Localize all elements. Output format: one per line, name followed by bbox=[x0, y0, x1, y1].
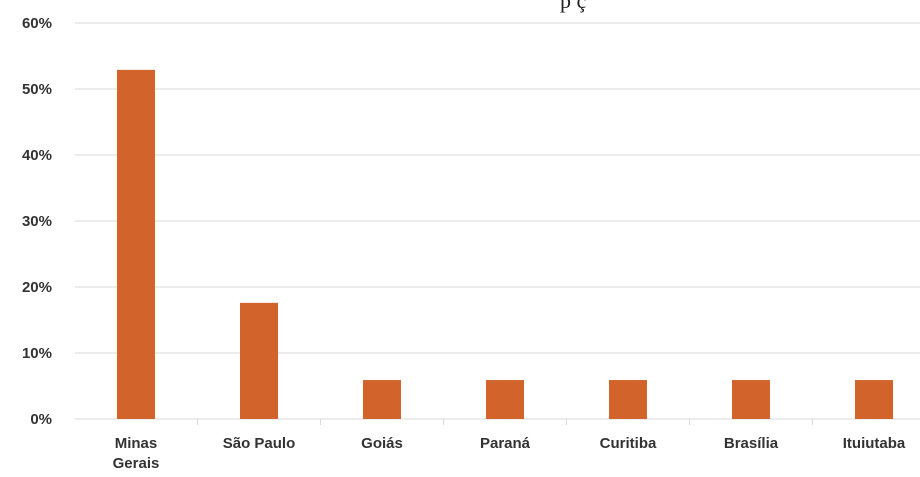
bar bbox=[609, 380, 647, 419]
bars bbox=[117, 69, 893, 420]
y-axis-ticks: 0% 10% 20% 30% 40% 50% 60% bbox=[22, 15, 52, 428]
bar bbox=[240, 302, 278, 419]
y-tick-label: 40% bbox=[22, 147, 52, 164]
bar bbox=[117, 69, 155, 420]
bar bbox=[486, 380, 524, 419]
x-tick-label: Ituiutaba bbox=[843, 435, 906, 452]
x-tick-label: Paraná bbox=[480, 435, 531, 452]
y-tick-label: 20% bbox=[22, 279, 52, 296]
y-tick-label: 30% bbox=[22, 213, 52, 230]
x-tick-label: São Paulo bbox=[223, 435, 296, 452]
x-axis-labels: Minas Gerais São Paulo Goiás Paraná Curitiba B… bbox=[113, 435, 906, 472]
bar bbox=[732, 380, 770, 419]
y-tick-label: 50% bbox=[22, 81, 52, 98]
x-tick-label: Curitiba bbox=[600, 435, 657, 452]
y-tick-label: 0% bbox=[30, 411, 52, 428]
y-tick-label: 10% bbox=[22, 345, 52, 362]
gridlines bbox=[75, 22, 920, 425]
x-tick-label: Minas Gerais bbox=[113, 435, 160, 472]
y-tick-label: 60% bbox=[22, 15, 52, 32]
bar bbox=[855, 380, 893, 419]
x-tick-label: Goiás bbox=[361, 435, 403, 452]
chart-title-fragment: p ç bbox=[560, 0, 587, 13]
x-tick-label: Brasília bbox=[724, 435, 779, 452]
bar bbox=[363, 380, 401, 419]
